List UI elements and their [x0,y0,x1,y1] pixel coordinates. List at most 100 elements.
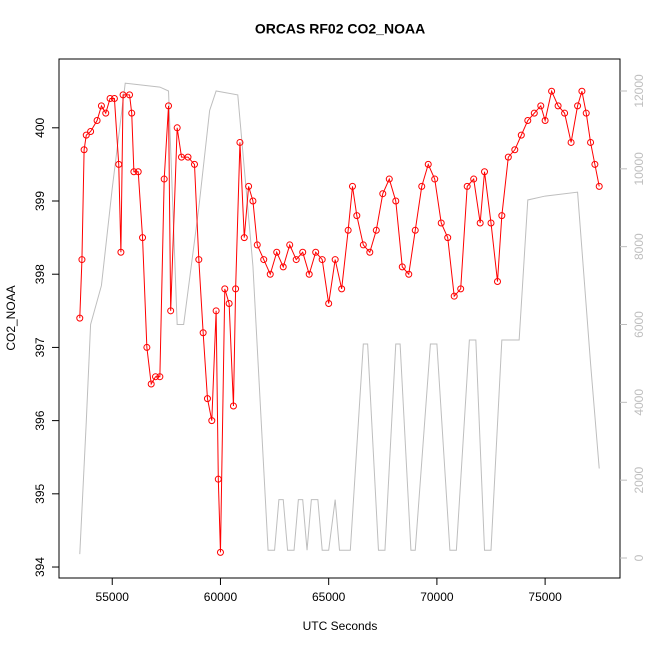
data-point [292,256,300,264]
data-point [232,285,240,293]
data-point [236,138,244,146]
data-point [130,168,138,176]
data-point [331,256,339,264]
data-point [80,146,88,154]
data-point [143,343,151,351]
data-point [574,102,582,110]
data-point [554,102,562,110]
data-point [530,109,538,117]
data-point [498,212,506,220]
data-point [134,168,142,176]
data-point [286,241,294,249]
y2-tick-label: 4000 [632,389,646,416]
data-point [203,395,211,403]
data-point [481,168,489,176]
data-point [128,109,136,117]
x-tick-label: 70000 [420,590,454,604]
data-point [463,182,471,190]
x-tick-label: 55000 [96,590,130,604]
data-point [305,270,313,278]
y2-tick-label: 10000 [632,152,646,186]
data-point [424,160,432,168]
data-point [582,109,590,117]
data-point [212,307,220,315]
y-tick-label: 395 [33,483,47,503]
data-point [437,219,445,227]
x-axis-label: UTC Seconds [303,619,378,633]
data-point [312,248,320,256]
data-point [561,109,569,117]
x-tick-label: 75000 [528,590,562,604]
data-point [353,212,361,220]
data-point [517,131,525,139]
data-point [476,219,484,227]
y-tick-label: 400 [33,117,47,137]
series-line [79,89,600,553]
data-point [82,131,90,139]
y2-tick-label: 2000 [632,466,646,493]
data-point [398,263,406,271]
data-point [216,548,224,556]
data-point [392,197,400,205]
data-point [240,234,248,242]
data-point [117,248,125,256]
data-point [318,256,326,264]
data-point [190,160,198,168]
data-point [214,475,222,483]
data-point [567,138,575,146]
data-point [139,234,147,242]
data-point [359,241,367,249]
series-line [79,82,600,555]
data-point [504,153,512,161]
data-point [578,87,586,95]
data-point [493,278,501,286]
y2-tick-label: 6000 [632,311,646,338]
data-point [511,146,519,154]
data-point [379,190,387,198]
data-point [225,299,233,307]
data-point [405,270,413,278]
data-point [537,102,545,110]
data-point [524,116,532,124]
data-point [548,87,556,95]
data-point [126,91,134,99]
data-point [102,109,110,117]
data-point [325,299,333,307]
data-point [199,329,207,337]
data-point [279,263,287,271]
data-point [266,270,274,278]
data-point [245,182,253,190]
data-point [156,373,164,381]
data-point [93,116,101,124]
data-point [587,138,595,146]
data-point [110,95,118,103]
data-point [195,256,203,264]
y-axis-label: CO2_NOAA [4,285,18,350]
data-point [165,102,173,110]
data-point [418,182,426,190]
data-point [229,402,237,410]
data-point [167,307,175,315]
data-point [87,127,95,135]
data-point [338,285,346,293]
data-point [372,226,380,234]
data-point [450,292,458,300]
data-point [253,241,261,249]
data-point [348,182,356,190]
y-tick-label: 396 [33,410,47,430]
data-point [221,285,229,293]
data-point [173,124,181,132]
data-point [591,160,599,168]
data-point [344,226,352,234]
y-tick-label: 397 [33,337,47,357]
y-tick-label: 399 [33,191,47,211]
data-point [208,417,216,425]
data-point [115,160,123,168]
y2-tick-label: 8000 [632,233,646,260]
y2-tick-label: 0 [632,554,646,561]
data-point [457,285,465,293]
data-point [76,314,84,322]
data-point [411,226,419,234]
data-point [260,256,268,264]
data-point [160,175,168,183]
